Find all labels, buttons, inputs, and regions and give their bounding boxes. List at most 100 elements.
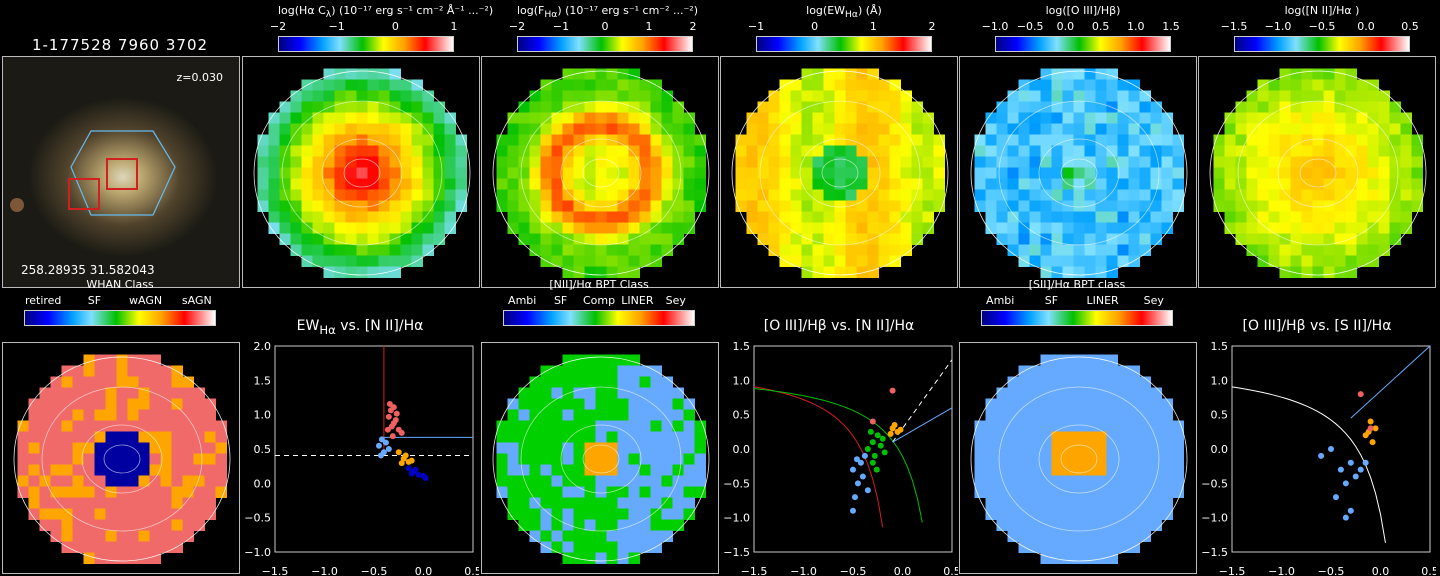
map-pixel bbox=[39, 453, 51, 465]
map-pixel bbox=[1018, 453, 1030, 465]
map-pixel bbox=[1084, 101, 1096, 113]
map-pixel bbox=[1246, 134, 1258, 146]
map-pixel bbox=[1040, 112, 1052, 124]
map-pixel bbox=[105, 354, 117, 366]
map-pixel bbox=[628, 519, 640, 531]
map-pixel bbox=[595, 530, 607, 542]
map-pixel bbox=[422, 101, 434, 113]
map-pixel bbox=[1062, 475, 1074, 487]
map-pixel bbox=[735, 200, 747, 212]
map-pixel bbox=[529, 123, 541, 135]
map-pixel bbox=[411, 167, 423, 179]
map-pixel bbox=[518, 409, 530, 421]
map-pixel bbox=[1073, 178, 1085, 190]
map-pixel bbox=[50, 420, 62, 432]
map-pixel bbox=[1117, 167, 1129, 179]
map-pixel bbox=[279, 123, 291, 135]
map-pixel bbox=[540, 145, 552, 157]
map-pixel bbox=[1117, 222, 1129, 234]
map-pixel bbox=[1040, 464, 1052, 476]
class-2-tick-label: SF bbox=[553, 294, 568, 307]
map-pixel bbox=[1389, 145, 1401, 157]
map-pixel bbox=[312, 123, 324, 135]
map-pixel bbox=[529, 222, 541, 234]
map-pixel bbox=[650, 156, 662, 168]
map-pixel bbox=[834, 167, 846, 179]
map-pixel bbox=[1117, 178, 1129, 190]
map-pixel bbox=[551, 431, 563, 443]
map-pixel bbox=[922, 178, 934, 190]
map-pixel bbox=[672, 211, 684, 223]
map-pixel bbox=[996, 431, 1008, 443]
map-pixel bbox=[584, 90, 596, 102]
map-pixel bbox=[790, 123, 802, 135]
map-1-tick-label: −1 bbox=[328, 20, 345, 33]
map-pixel bbox=[768, 145, 780, 157]
map-pixel bbox=[72, 442, 84, 454]
map-pixel bbox=[367, 222, 379, 234]
map-pixel bbox=[639, 376, 651, 388]
map-pixel bbox=[540, 475, 552, 487]
data-point bbox=[422, 474, 429, 481]
map-pixel bbox=[1389, 178, 1401, 190]
map-pixel bbox=[323, 167, 335, 179]
map-pixel bbox=[1161, 486, 1173, 498]
map-pixel bbox=[1084, 222, 1096, 234]
map-pixel bbox=[61, 486, 73, 498]
map-pixel bbox=[1161, 145, 1173, 157]
map-pixel bbox=[878, 233, 890, 245]
map-pixel bbox=[127, 475, 139, 487]
map-pixel bbox=[584, 387, 596, 399]
map-pixel bbox=[1128, 530, 1140, 542]
map-pixel bbox=[356, 123, 368, 135]
map-pixel bbox=[1007, 189, 1019, 201]
map-pixel bbox=[911, 222, 923, 234]
map-pixel bbox=[1224, 167, 1236, 179]
map-pixel bbox=[683, 453, 695, 465]
map-pixel bbox=[1029, 178, 1041, 190]
map-2-colorbar bbox=[517, 36, 693, 52]
map-pixel bbox=[562, 200, 574, 212]
map-pixel bbox=[50, 530, 62, 542]
map-pixel bbox=[518, 387, 530, 399]
map-pixel bbox=[1040, 79, 1052, 91]
map-pixel bbox=[573, 497, 585, 509]
y-tick-label: 2.0 bbox=[254, 342, 272, 353]
map-pixel bbox=[617, 486, 629, 498]
map-pixel bbox=[540, 244, 552, 256]
map-pixel bbox=[1378, 112, 1390, 124]
map-pixel bbox=[1161, 442, 1173, 454]
map-pixel bbox=[507, 178, 519, 190]
map-pixel bbox=[584, 189, 596, 201]
map-pixel bbox=[757, 101, 769, 113]
map-pixel bbox=[182, 442, 194, 454]
map-pixel bbox=[1389, 101, 1401, 113]
map-pixel bbox=[1062, 90, 1074, 102]
map-pixel bbox=[900, 156, 912, 168]
map-pixel bbox=[182, 431, 194, 443]
map-pixel bbox=[518, 145, 530, 157]
map-pixel bbox=[149, 508, 161, 520]
class-map-panel bbox=[2, 342, 240, 574]
scatter-plot: −1.5 −1.0 −0.5 0.0 0.5−1.5−1.0−0.50.00.51.01… bbox=[1201, 342, 1436, 576]
map-pixel bbox=[1062, 453, 1074, 465]
data-point bbox=[393, 410, 400, 417]
map-pixel bbox=[540, 222, 552, 234]
map-pixel bbox=[845, 211, 857, 223]
map-pixel bbox=[996, 497, 1008, 509]
map-pixel bbox=[1018, 519, 1030, 531]
map-pixel bbox=[661, 200, 673, 212]
map-pixel bbox=[1106, 420, 1118, 432]
map-pixel bbox=[889, 244, 901, 256]
map-pixel bbox=[529, 453, 541, 465]
map-pixel bbox=[562, 189, 574, 201]
map-pixel bbox=[672, 442, 684, 454]
class-2-tick-label: Comp bbox=[582, 294, 616, 307]
map-pixel bbox=[1128, 112, 1140, 124]
map-2-tick-label: 2 bbox=[689, 20, 697, 33]
map-pixel bbox=[1213, 178, 1225, 190]
map-pixel bbox=[149, 552, 161, 564]
map-pixel bbox=[389, 211, 401, 223]
map-pixel bbox=[116, 354, 128, 366]
map-pixel bbox=[922, 211, 934, 223]
